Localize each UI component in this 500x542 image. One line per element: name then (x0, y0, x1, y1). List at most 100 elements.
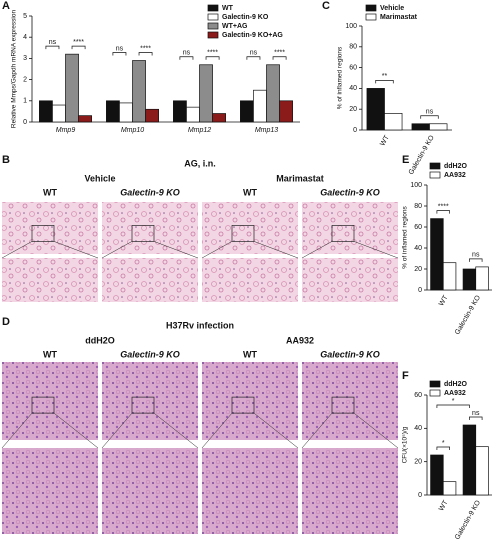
legend-label: AA932 (444, 390, 466, 397)
tissue-zoom (302, 258, 398, 302)
bar (240, 100, 254, 123)
y-tick-label: 20 (414, 266, 422, 273)
significance-bracket (71, 45, 86, 50)
legend-label: Marimastat (380, 14, 418, 21)
bar (475, 446, 489, 496)
significance-bracket (246, 56, 261, 60)
legend-swatch (429, 389, 441, 397)
zoom-box (31, 225, 55, 242)
bar (266, 64, 280, 123)
column-label: Galectin-9 KO (120, 187, 180, 197)
y-tick-label: 40 (414, 245, 422, 252)
bar (253, 89, 267, 123)
significance-bracket (205, 56, 220, 60)
x-tick-label: WT (438, 499, 450, 513)
legend-label: WT (222, 5, 234, 12)
significance-label: ns (426, 109, 434, 116)
bar (279, 100, 293, 123)
y-tick-label: 60 (349, 64, 357, 71)
bar (39, 100, 53, 123)
bar (65, 53, 79, 123)
legend-label: WT+AG (222, 23, 248, 30)
zoom-box (31, 396, 55, 414)
panel-letter: A (2, 0, 10, 12)
zoom-line (1, 412, 33, 449)
column-label: WT (43, 349, 57, 359)
bar (366, 88, 385, 131)
significance-label: * (452, 398, 455, 405)
bar (212, 113, 226, 123)
tissue-zoom (302, 448, 398, 534)
legend-swatch (365, 13, 377, 21)
bar (119, 102, 133, 123)
zoom-line (301, 241, 333, 259)
x-tick-label: Galectin-9 KO (454, 499, 482, 541)
legend-swatch (429, 171, 441, 179)
zoom-line (353, 241, 399, 259)
significance-label: ns (472, 252, 480, 259)
tissue-image (2, 202, 98, 254)
column-label: WT (43, 187, 57, 197)
bar (430, 454, 444, 496)
legend-label: ddH2O (444, 163, 468, 170)
column-label: Galectin-9 KO (320, 349, 380, 359)
legend-label: AA932 (444, 172, 466, 179)
tissue-image (202, 362, 298, 440)
zoom-line (253, 241, 299, 259)
legend-label: Galectin-9 KO (222, 14, 269, 21)
zoom-line (53, 412, 99, 449)
bar (442, 262, 457, 291)
bar (78, 115, 92, 123)
significance-bracket (436, 404, 470, 408)
significance-bracket (436, 210, 450, 214)
significance-label: ns (183, 50, 191, 57)
significance-bracket (469, 258, 483, 262)
x-tick-label: Mmp12 (188, 127, 211, 134)
significance-label: ns (49, 39, 57, 46)
tissue-zoom (102, 448, 198, 534)
bar (145, 108, 159, 123)
column-label: Galectin-9 KO (120, 349, 180, 359)
significance-bracket (179, 56, 194, 60)
legend-swatch (207, 13, 219, 21)
significance-bracket (436, 446, 450, 450)
bar (384, 113, 403, 131)
tissue-image (2, 362, 98, 440)
zoom-line (301, 412, 333, 449)
zoom-box (131, 396, 155, 414)
panel-letter: B (2, 154, 10, 166)
bar (475, 266, 489, 291)
y-tick-label: 60 (414, 224, 422, 231)
bar (429, 123, 448, 131)
significance-bracket (375, 80, 394, 84)
significance-bracket (45, 45, 60, 50)
significance-label: ns (250, 50, 258, 57)
bar (199, 64, 213, 123)
x-tick-label: WT (438, 294, 450, 308)
y-axis-label: % of inflamed regions (402, 206, 409, 269)
x-tick-label: Galectin-9 KO (454, 294, 482, 336)
zoom-line (201, 412, 233, 449)
bar (411, 123, 430, 131)
y-tick-label: 2 (23, 76, 27, 83)
legend-swatch (207, 22, 219, 30)
tissue-image (302, 362, 398, 440)
zoom-box (231, 396, 255, 414)
x-tick-label: Mmp13 (255, 127, 278, 134)
tissue-image (102, 202, 198, 254)
y-tick-label: 3 (23, 55, 27, 62)
panel-title: H37Rv infection (166, 320, 234, 330)
panel-letter: F (402, 370, 409, 382)
zoom-line (153, 241, 199, 259)
x-tick-label: Galectin-9 KO (408, 134, 436, 176)
zoom-line (153, 412, 199, 449)
y-axis-label: CFU(×10⁵)/g (402, 426, 409, 463)
y-axis-label: % of inflamed regions (337, 46, 344, 109)
significance-label: ns (116, 45, 124, 52)
legend-swatch (365, 4, 377, 12)
y-tick-label: 100 (345, 23, 357, 30)
panel-title: AG, i.n. (184, 158, 216, 168)
legend-swatch (207, 31, 219, 39)
y-tick-label: 5 (23, 13, 27, 20)
